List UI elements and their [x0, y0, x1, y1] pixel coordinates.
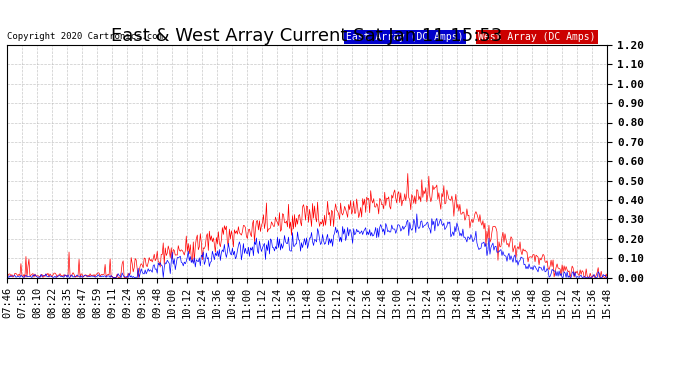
- Text: West Array (DC Amps): West Array (DC Amps): [478, 32, 595, 42]
- Title: East & West Array Current Sat Jan 11 15:53: East & West Array Current Sat Jan 11 15:…: [111, 27, 503, 45]
- Text: East Array (DC Amps): East Array (DC Amps): [346, 32, 464, 42]
- Text: Copyright 2020 Cartronics.com: Copyright 2020 Cartronics.com: [7, 32, 163, 41]
